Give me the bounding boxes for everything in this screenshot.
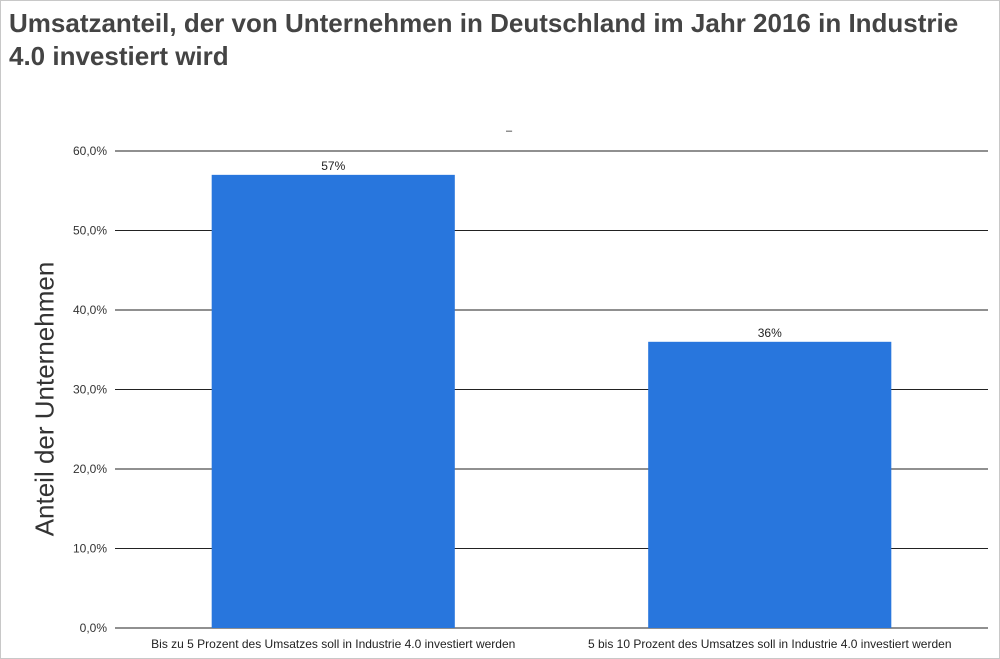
data-labels: 57% 36% xyxy=(321,159,782,340)
y-tick-label: 30,0% xyxy=(73,383,107,397)
data-label: 57% xyxy=(321,159,345,173)
bar xyxy=(648,341,892,628)
y-tick-label: 10,0% xyxy=(73,542,107,556)
y-tick-label: 50,0% xyxy=(73,224,107,238)
y-tick-label: 20,0% xyxy=(73,462,107,476)
data-label: 36% xyxy=(758,326,782,340)
y-tick-label: 0,0% xyxy=(80,621,108,635)
chart-subtitle: – xyxy=(505,125,513,137)
y-tick-label: 60,0% xyxy=(73,144,107,158)
bars xyxy=(211,174,892,628)
category-labels: Bis zu 5 Prozent des Umsatzes soll in In… xyxy=(151,637,951,651)
y-tick-label: 40,0% xyxy=(73,303,107,317)
category-label: 5 bis 10 Prozent des Umsatzes soll in In… xyxy=(588,637,952,651)
chart-title: Umsatzanteil, der von Unternehmen in Deu… xyxy=(9,8,959,71)
bar xyxy=(211,174,455,628)
category-label: Bis zu 5 Prozent des Umsatzes soll in In… xyxy=(151,637,515,651)
y-tick-labels: 0,0% 10,0% 20,0% 30,0% 40,0% 50,0% 60,0% xyxy=(73,144,107,635)
